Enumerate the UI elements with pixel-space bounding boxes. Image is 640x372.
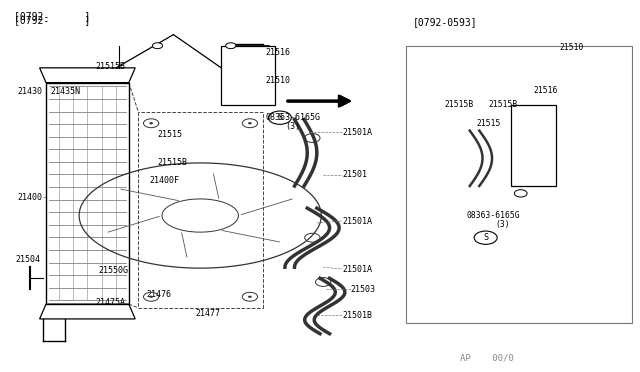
Text: 21435N: 21435N (51, 87, 81, 96)
Text: 21515B: 21515B (157, 157, 188, 167)
Circle shape (226, 43, 236, 49)
Text: 21501B: 21501B (342, 311, 372, 320)
Circle shape (149, 122, 153, 124)
Text: 21515B: 21515B (96, 61, 125, 71)
Text: 21515: 21515 (476, 119, 500, 128)
Text: 21510: 21510 (559, 43, 583, 52)
Text: 08363-6165G: 08363-6165G (266, 113, 321, 122)
Text: 08363-6165G: 08363-6165G (467, 211, 520, 220)
Text: 21501A: 21501A (342, 264, 372, 273)
Text: [0792-      ]: [0792- ] (14, 15, 90, 25)
Text: 21477: 21477 (196, 309, 221, 318)
Text: 21400: 21400 (17, 193, 42, 202)
Text: (3): (3) (495, 220, 510, 229)
Text: 21503: 21503 (351, 285, 376, 294)
Text: 21476: 21476 (147, 291, 172, 299)
Circle shape (152, 43, 163, 49)
Text: 21501A: 21501A (342, 128, 372, 137)
Text: 21515B: 21515B (489, 100, 518, 109)
Text: 21515: 21515 (157, 130, 182, 139)
Polygon shape (406, 46, 632, 323)
Circle shape (248, 122, 252, 124)
Text: S: S (483, 233, 488, 242)
Text: [0792-      ]: [0792- ] (14, 11, 90, 21)
Text: 21475A: 21475A (96, 298, 125, 307)
Text: (3): (3) (285, 122, 300, 131)
Text: [0792-0593]: [0792-0593] (412, 17, 477, 27)
Text: 21550G: 21550G (99, 266, 128, 275)
Text: 21516: 21516 (266, 48, 291, 57)
Text: 21501A: 21501A (342, 217, 372, 225)
Text: 21515B: 21515B (444, 100, 474, 109)
Text: S: S (277, 113, 282, 122)
Circle shape (248, 296, 252, 298)
Text: 21504: 21504 (15, 255, 40, 264)
Text: 21501: 21501 (342, 170, 367, 179)
Text: 21430: 21430 (17, 87, 42, 96)
Text: 21400F: 21400F (150, 176, 180, 185)
Circle shape (149, 296, 153, 298)
Text: 21510: 21510 (266, 76, 291, 85)
Text: 21516: 21516 (534, 86, 558, 94)
Text: AP    00/0: AP 00/0 (460, 353, 514, 362)
